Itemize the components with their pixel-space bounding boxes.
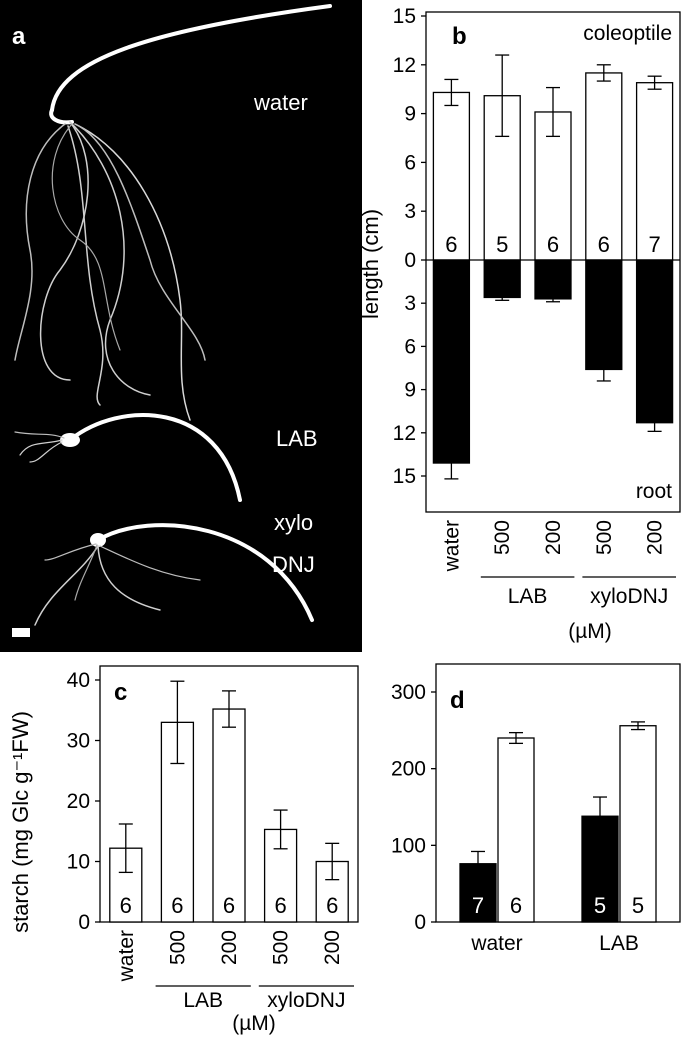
starch-y-tick-label: 10 bbox=[67, 851, 90, 874]
panel-b: b length (cm) 0 3 6 9 12 15 6 5 6 6 7 coleoptile 3 6… bbox=[358, 5, 681, 643]
panel-c-unit: (µM) bbox=[232, 1012, 276, 1035]
label-water: water bbox=[253, 90, 308, 115]
coleoptile-y-tick-label: 12 bbox=[393, 54, 416, 77]
panel-d-chart: 0 100 200 300 7 6 water 5 5 LAB bbox=[391, 681, 657, 955]
panel-b-frame bbox=[425, 11, 681, 513]
panel-b-x-tick-label: 200 bbox=[542, 520, 565, 555]
starch-group-label: LAB bbox=[183, 989, 223, 1012]
panel-d-letter: d bbox=[450, 687, 465, 714]
seedling-xylodnj-image bbox=[34, 523, 314, 626]
starch-n-label: 6 bbox=[274, 893, 286, 918]
label-dnj: DNJ bbox=[272, 552, 315, 577]
coleoptile-y-tick-label: 9 bbox=[404, 103, 416, 126]
coleoptile-chart: 0 3 6 9 12 15 6 5 6 6 7 coleoptile bbox=[393, 5, 674, 272]
starch-y-tick-label: 40 bbox=[67, 669, 90, 692]
coleoptile-bar bbox=[635, 82, 674, 261]
panel-b-ylabel: length (cm) bbox=[358, 209, 383, 319]
panel-c-ylabel: starch (mg Glc g⁻¹FW) bbox=[8, 711, 33, 933]
starch-y-tick-label: 0 bbox=[78, 911, 90, 934]
root-bar bbox=[534, 259, 572, 300]
panel-d: d 0 100 200 300 7 6 water 5 5 LAB bbox=[391, 663, 681, 955]
coleoptile-title: coleoptile bbox=[583, 22, 672, 45]
panel-b-group-label: LAB bbox=[508, 585, 548, 608]
coleoptile-n-label: 7 bbox=[648, 232, 660, 257]
root-y-tick-label: 15 bbox=[393, 465, 416, 488]
panel-b-group-label: xyloDNJ bbox=[590, 585, 668, 608]
panel-b-letter: b bbox=[452, 23, 467, 50]
starch-bar bbox=[109, 847, 143, 923]
root-title: root bbox=[636, 480, 672, 503]
root-y-tick-label: 3 bbox=[404, 292, 416, 315]
panel-d-y-tick-label: 100 bbox=[391, 834, 426, 857]
starch-bar bbox=[212, 708, 246, 923]
coleoptile-n-label: 5 bbox=[496, 232, 508, 257]
panel-d-n-label: 6 bbox=[510, 893, 522, 918]
starch-y-tick-label: 20 bbox=[67, 790, 90, 813]
panel-b-x-tick-label: 200 bbox=[644, 520, 667, 555]
starch-n-label: 6 bbox=[326, 893, 338, 918]
starch-n-label: 6 bbox=[223, 893, 235, 918]
panel-d-n-label: 5 bbox=[632, 893, 644, 918]
panel-c-letter: c bbox=[114, 679, 127, 706]
label-xylo: xylo bbox=[274, 510, 313, 535]
panel-d-x-tick-label: water bbox=[470, 932, 522, 955]
panel-d-n-label: 5 bbox=[594, 893, 606, 918]
starch-n-label: 6 bbox=[120, 893, 132, 918]
panel-b-x-tick-label: 500 bbox=[491, 520, 514, 555]
coleoptile-y-tick-label: 15 bbox=[393, 5, 416, 28]
starch-y-tick-label: 30 bbox=[67, 730, 90, 753]
panel-b-x-tick-label: 500 bbox=[593, 520, 616, 555]
panel-d-n-label: 7 bbox=[472, 893, 484, 918]
panel-d-x-tick-label: LAB bbox=[599, 932, 639, 955]
panel-a: a water LAB xylo DNJ bbox=[0, 0, 362, 652]
panel-d-frame bbox=[435, 663, 681, 923]
root-bar bbox=[635, 259, 674, 424]
root-bar bbox=[483, 259, 521, 299]
starch-x-tick-label: 500 bbox=[270, 930, 293, 965]
coleoptile-y-tick-label: 3 bbox=[404, 200, 416, 223]
starch-x-tick-label: 200 bbox=[321, 930, 344, 965]
starch-x-tick-label: water bbox=[115, 930, 138, 982]
panel-b-unit: (µM) bbox=[568, 620, 612, 643]
root-y-tick-label: 12 bbox=[393, 422, 416, 445]
starch-x-tick-label: 500 bbox=[166, 930, 189, 965]
starch-n-label: 6 bbox=[171, 893, 183, 918]
root-bar bbox=[432, 259, 471, 464]
panel-b-x-tick-label: water bbox=[440, 520, 463, 572]
panel-d-y-tick-label: 200 bbox=[391, 758, 426, 781]
panel-d-y-tick-label: 0 bbox=[414, 911, 426, 934]
root-chart: 3 6 9 12 15 root water 500 200 500 200 LAB xyloDNJ bbox=[393, 259, 676, 608]
seedling-water-image bbox=[14, 4, 332, 421]
panel-d-y-tick-label: 300 bbox=[391, 681, 426, 704]
coleoptile-n-label: 6 bbox=[598, 232, 610, 257]
coleoptile-y-tick-label: 0 bbox=[404, 249, 416, 272]
panel-c: c starch (mg Glc g⁻¹FW) 0 10 20 30 40 6 water 6… bbox=[8, 665, 359, 1035]
coleoptile-n-label: 6 bbox=[445, 232, 457, 257]
coleoptile-y-tick-label: 6 bbox=[404, 151, 416, 174]
label-lab: LAB bbox=[276, 426, 318, 451]
coleoptile-n-label: 6 bbox=[547, 232, 559, 257]
seedling-lab-image bbox=[14, 413, 242, 502]
starch-group-label: xyloDNJ bbox=[267, 989, 345, 1012]
panel-a-letter: a bbox=[12, 23, 26, 50]
root-y-tick-label: 6 bbox=[404, 335, 416, 358]
panel-d-bar bbox=[619, 725, 657, 923]
root-y-tick-label: 9 bbox=[404, 379, 416, 402]
starch-x-tick-label: 200 bbox=[218, 930, 241, 965]
root-bar bbox=[585, 259, 623, 371]
scale-bar bbox=[12, 628, 30, 637]
starch-chart: 0 10 20 30 40 6 water 6 500 6 200 6 500 6 200 LAB xyloDN… bbox=[67, 669, 354, 1012]
